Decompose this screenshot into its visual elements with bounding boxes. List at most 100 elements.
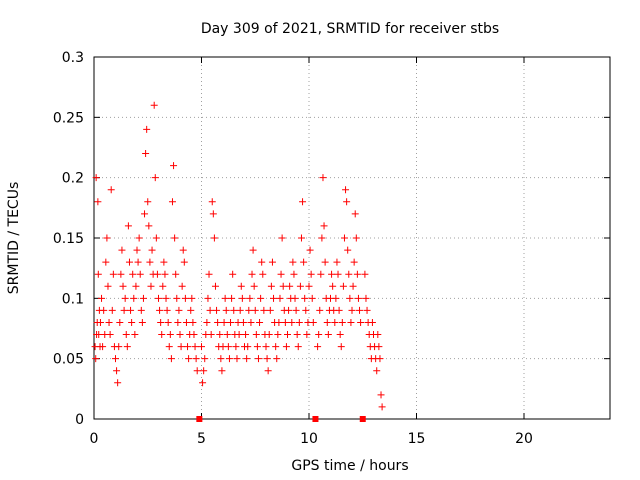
data-point — [171, 234, 179, 242]
data-point — [109, 270, 117, 278]
data-point — [178, 282, 186, 290]
data-point — [321, 258, 329, 266]
data-point — [136, 270, 144, 278]
data-point — [285, 306, 293, 314]
data-point — [145, 222, 153, 230]
y-tick-label: 0.25 — [53, 110, 84, 126]
data-point — [317, 270, 325, 278]
data-point — [142, 150, 150, 158]
data-point — [115, 343, 123, 351]
data-point — [242, 331, 250, 339]
data-point — [270, 294, 278, 302]
data-point — [100, 306, 108, 314]
data-point — [129, 270, 137, 278]
data-point — [363, 306, 371, 314]
data-point — [123, 343, 131, 351]
data-point — [315, 331, 323, 339]
data-point — [94, 270, 102, 278]
data-point — [236, 306, 244, 314]
data-point — [211, 282, 219, 290]
data-point — [113, 367, 121, 375]
data-point — [254, 355, 262, 363]
data-point — [141, 210, 149, 218]
gap-markers — [196, 416, 366, 422]
data-point — [98, 294, 106, 302]
data-point — [207, 331, 215, 339]
data-point — [320, 222, 328, 230]
data-point — [155, 294, 162, 302]
gap-marker — [196, 416, 203, 422]
data-point — [373, 367, 381, 375]
data-point — [223, 331, 231, 339]
data-point — [130, 294, 138, 302]
data-point — [184, 343, 192, 351]
data-point — [301, 294, 309, 302]
data-point — [306, 246, 314, 254]
data-point — [282, 343, 290, 351]
data-point — [176, 331, 184, 339]
data-point — [127, 306, 135, 314]
data-point — [122, 331, 130, 339]
data-point — [200, 367, 208, 375]
data-point — [157, 318, 165, 326]
data-point — [148, 246, 156, 254]
data-point — [345, 270, 353, 278]
data-point — [335, 306, 343, 314]
data-point — [243, 355, 251, 363]
data-point — [214, 318, 222, 326]
data-point — [314, 343, 322, 351]
data-point — [168, 198, 176, 206]
data-point — [302, 306, 310, 314]
data-point — [259, 270, 267, 278]
data-point — [299, 198, 307, 206]
data-point — [105, 318, 113, 326]
data-point — [286, 282, 294, 290]
data-point — [137, 306, 145, 314]
data-point — [349, 282, 357, 290]
data-point — [177, 343, 185, 351]
data-point — [225, 355, 233, 363]
data-point — [222, 306, 230, 314]
data-point — [144, 198, 152, 206]
data-point — [139, 294, 147, 302]
data-point — [338, 318, 346, 326]
data-point — [189, 318, 197, 326]
data-point — [374, 331, 382, 339]
data-point — [323, 318, 331, 326]
data-point — [260, 306, 268, 314]
data-point — [248, 270, 256, 278]
data-point — [92, 174, 100, 182]
data-point — [277, 270, 285, 278]
data-point — [300, 258, 308, 266]
data-point — [124, 222, 132, 230]
data-point — [179, 246, 187, 254]
data-point — [375, 343, 383, 351]
data-point — [120, 306, 128, 314]
data-point — [266, 306, 274, 314]
data-point — [351, 210, 359, 218]
data-point — [208, 198, 216, 206]
data-point — [353, 270, 361, 278]
data-point — [224, 343, 232, 351]
data-point — [337, 343, 345, 351]
data-point — [289, 258, 297, 266]
data-point — [284, 331, 291, 339]
data-point — [116, 318, 124, 326]
data-point — [356, 306, 364, 314]
data-point — [147, 282, 155, 290]
data-point — [316, 306, 324, 314]
data-point — [203, 318, 211, 326]
gap-marker — [312, 416, 319, 422]
data-point — [102, 258, 110, 266]
data-point — [249, 246, 257, 254]
data-point — [333, 258, 341, 266]
data-point — [163, 306, 171, 314]
x-tick-label: 20 — [515, 431, 533, 447]
data-point — [339, 282, 347, 290]
data-point — [334, 270, 342, 278]
data-point — [170, 162, 178, 170]
data-point — [376, 355, 384, 363]
data-point — [267, 282, 275, 290]
data-point — [209, 210, 217, 218]
data-point — [199, 379, 207, 387]
